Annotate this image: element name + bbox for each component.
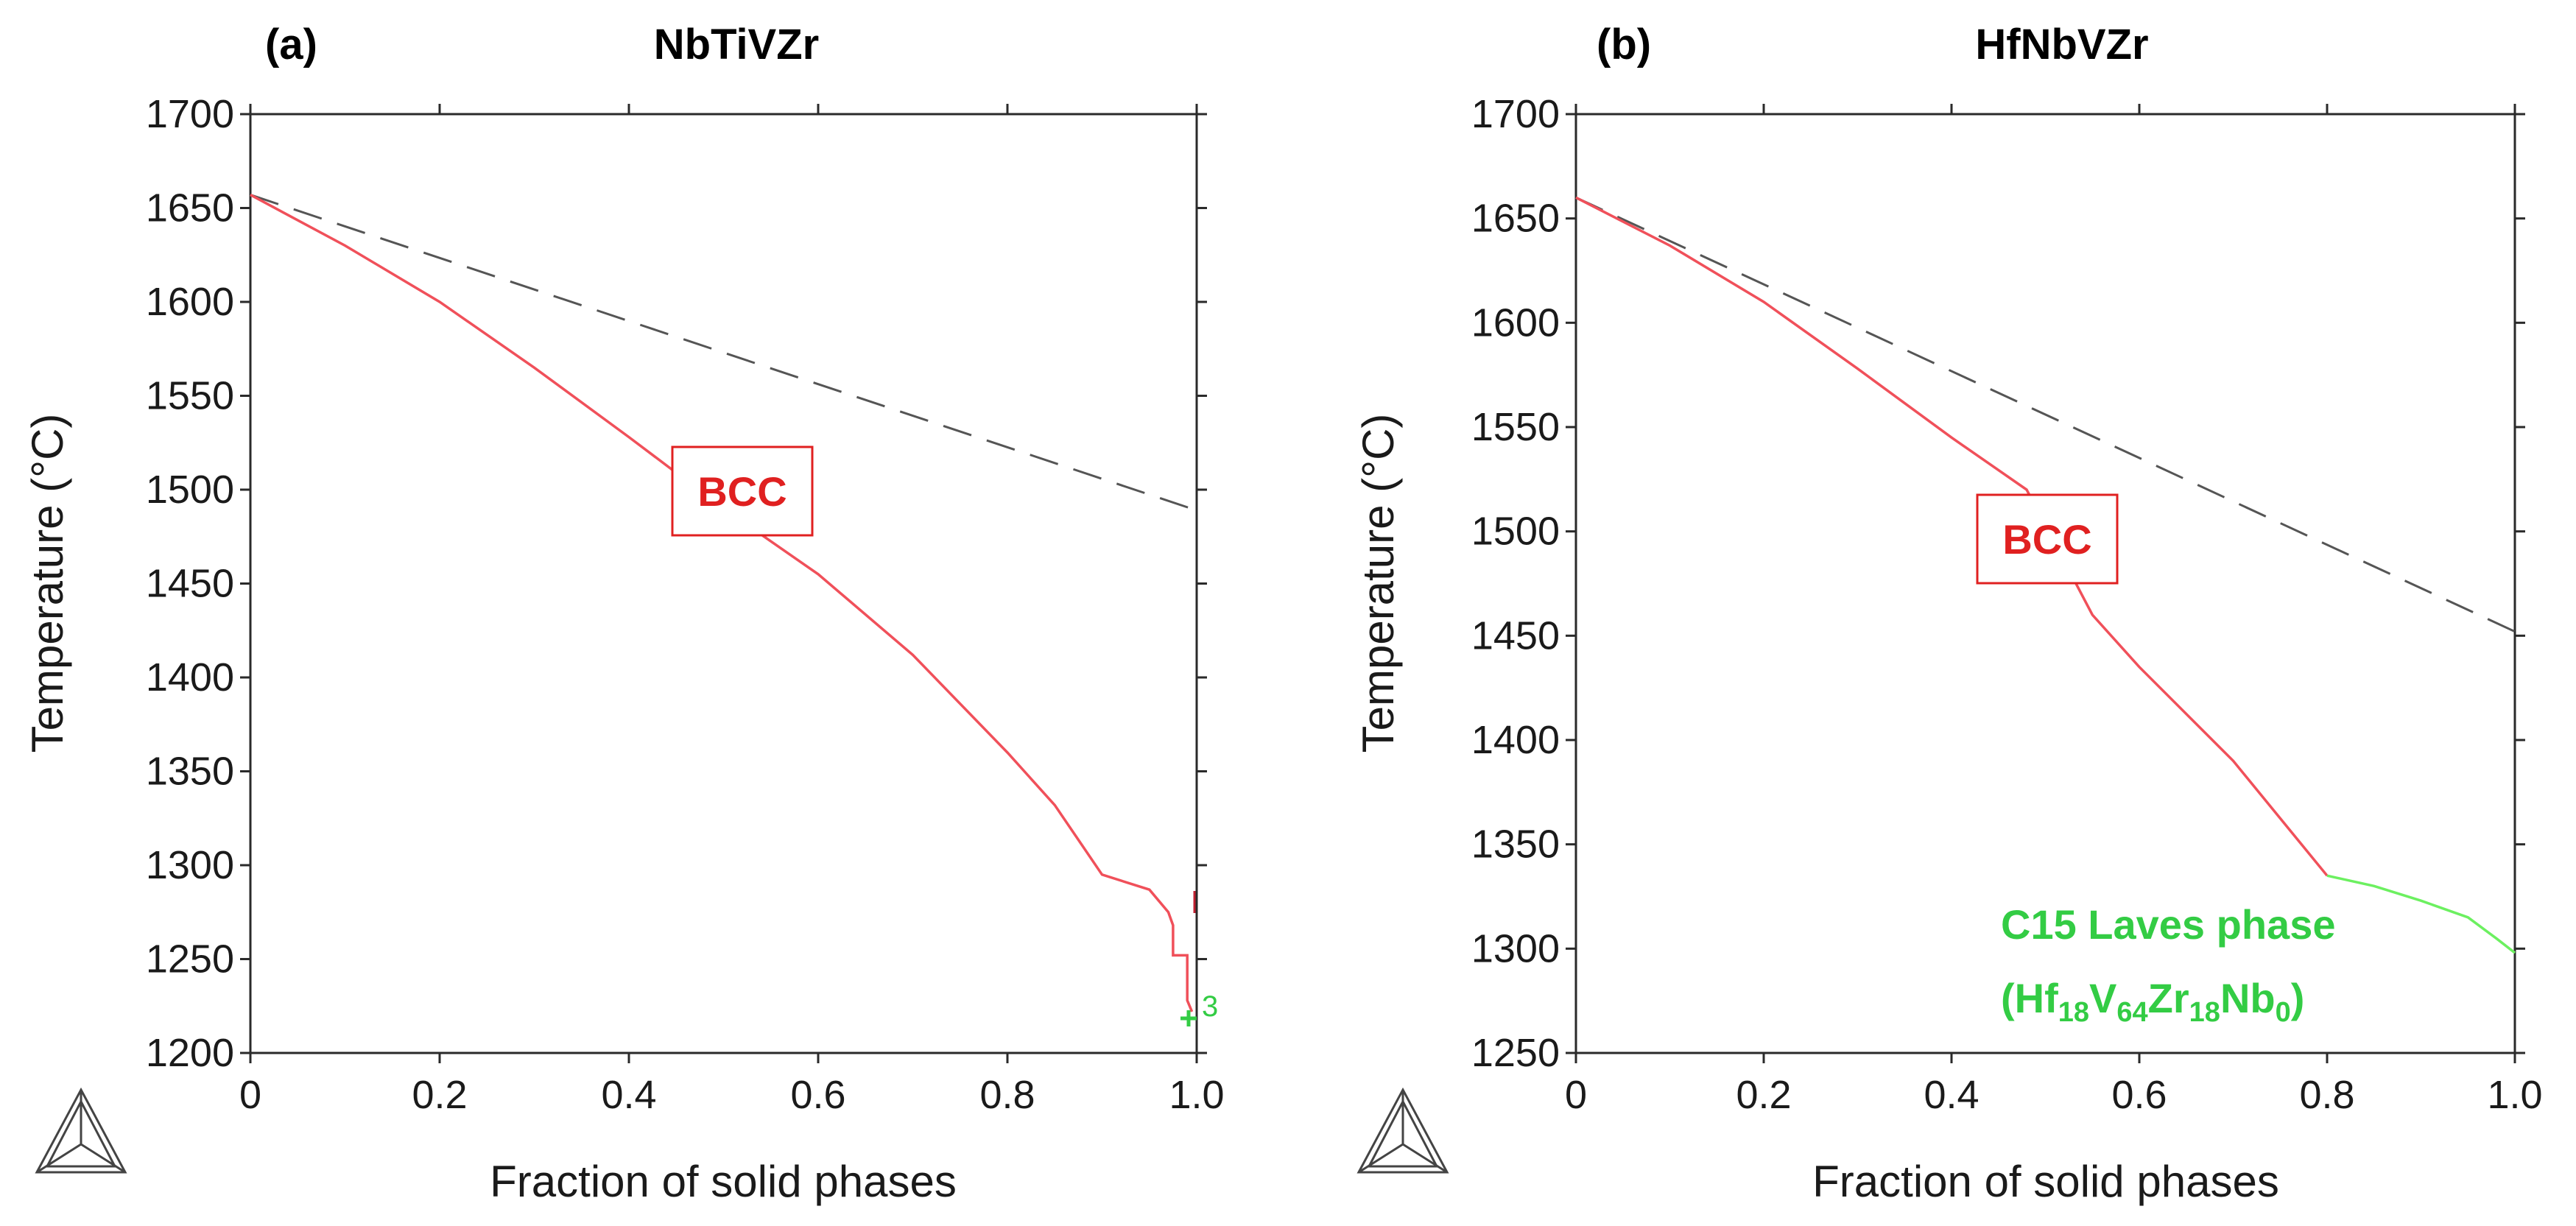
panel-b-title: HfNbVZr (1975, 21, 2148, 68)
panel-b-x-axis-label: Fraction of solid phases (1812, 1157, 2279, 1206)
panel-a-y-tick-label: 1400 (146, 655, 234, 700)
panel-b-y-tick-label: 1650 (1471, 197, 1560, 241)
panel-b-x-tick-label: 0.4 (1924, 1073, 1979, 1117)
panel-b-y-tick-label: 1300 (1471, 926, 1560, 970)
triangle-logo-icon (1356, 1087, 1449, 1174)
panel-a-x-tick-label: 0.8 (979, 1073, 1035, 1117)
panel-a-y-tick-label: 1650 (146, 186, 234, 230)
panel-a-x-tick-label: 0.4 (601, 1073, 656, 1117)
panel-b-liquidus-dashed-line (1575, 196, 2516, 633)
panel-b-bcc-curve (1575, 196, 2329, 877)
panel-b-tag: (b) (1597, 21, 1651, 68)
panel-b-y-tick-label: 1400 (1471, 718, 1560, 762)
panel-b-bcc-label-box (1976, 493, 2119, 585)
panel-b-x-tick-labels: 0 0.2 0.4 0.6 0.8 1.0 (1565, 1073, 2543, 1117)
panel-b-y-tick-label: 1700 (1471, 92, 1560, 136)
panel-a-bcc-label-text: BCC (697, 468, 786, 515)
panel-a-y-tick-label: 1300 (146, 843, 234, 887)
panel-a-x-tick-label: 0.6 (790, 1073, 845, 1117)
panel-b-y-tick-label: 1550 (1471, 405, 1560, 449)
panel-b-y-tick-labels: 1250 1300 1350 1400 1450 1500 1550 1600 … (1471, 92, 1560, 1075)
panel-b-laves-label-line1: C15 Laves phase (2001, 901, 2335, 948)
panel-b-ticks (1566, 104, 2525, 1063)
triangle-logo-icon (35, 1087, 127, 1174)
panel-b-laves-label-line2: (Hf18V64Zr18Nb0) (2001, 975, 2304, 1028)
panel-b-y-tick-label: 1350 (1471, 822, 1560, 867)
panel-a-liquidus-dashed-line (250, 194, 1197, 512)
panel-a-y-axis-label: Temperature (°C) (23, 414, 72, 753)
panel-b-x-tick-label: 0.6 (2111, 1073, 2167, 1117)
panel-b-y-tick-label: 1500 (1471, 510, 1560, 554)
panel-b-y-tick-label: 1450 (1471, 613, 1560, 658)
panel-a-y-tick-label: 1250 (146, 937, 234, 982)
panel-a-y-tick-label: 1600 (146, 280, 234, 324)
panel-a-y-tick-label: 1450 (146, 562, 234, 606)
panel-b: (b) HfNbVZr 1250 1300 1350 1400 1450 150… (1354, 21, 2543, 1206)
panel-b-c15-laves-curve (2326, 874, 2516, 954)
panel-b-x-tick-label: 0.8 (2299, 1073, 2354, 1117)
panel-b-y-tick-label: 1250 (1471, 1031, 1560, 1075)
panel-b-x-tick-label: 1.0 (2487, 1073, 2542, 1117)
panel-b-x-tick-label: 0 (1565, 1073, 1587, 1117)
panel-a-y-tick-label: 1200 (146, 1031, 234, 1075)
panel-b-y-axis-label: Temperature (°C) (1354, 414, 1403, 753)
panel-a-y-tick-labels: 1200 1250 1300 1350 1400 1450 1500 1550 … (146, 92, 234, 1075)
panel-a-x-tick-labels: 0 0.2 0.4 0.6 0.8 1.0 (239, 1073, 1225, 1117)
panel-b-bcc-label: BCC (1976, 493, 2119, 585)
panel-a-green-number-label: 3 (1202, 990, 1218, 1023)
panel-b-bcc-label-text: BCC (2002, 516, 2091, 563)
panel-b-x-tick-label: 0.2 (1736, 1073, 1791, 1117)
panel-a-end-marker (1180, 1010, 1197, 1026)
panel-a-x-tick-label: 0 (239, 1073, 261, 1117)
panel-a-tag: (a) (265, 21, 317, 68)
panel-a-y-tick-label: 1550 (146, 374, 234, 418)
panel-a: (a) NbTiVZr 1200 1250 1300 1350 1400 145… (23, 21, 1225, 1206)
panel-a-x-tick-label: 0.2 (412, 1073, 467, 1117)
panel-a-plot-frame (249, 113, 1198, 1054)
panel-a-x-axis-label: Fraction of solid phases (490, 1157, 957, 1206)
panel-a-x-tick-label: 1.0 (1169, 1073, 1224, 1117)
panel-a-y-tick-label: 1350 (146, 750, 234, 794)
panel-a-y-tick-label: 1700 (146, 92, 234, 136)
panel-a-title: NbTiVZr (654, 21, 820, 68)
panel-a-ticks (240, 104, 1207, 1063)
panel-a-bcc-curve (250, 194, 1194, 1012)
panel-b-y-tick-label: 1600 (1471, 300, 1560, 345)
panel-a-bcc-label: BCC (671, 445, 814, 537)
panel-a-y-tick-label: 1500 (146, 468, 234, 512)
panel-b-plot-frame (1574, 113, 2516, 1054)
panel-a-bcc-label-box (671, 445, 814, 537)
